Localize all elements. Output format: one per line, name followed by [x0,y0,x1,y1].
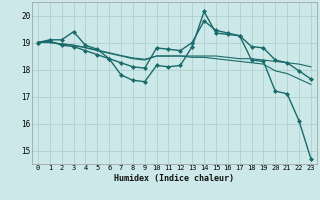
X-axis label: Humidex (Indice chaleur): Humidex (Indice chaleur) [115,174,234,183]
